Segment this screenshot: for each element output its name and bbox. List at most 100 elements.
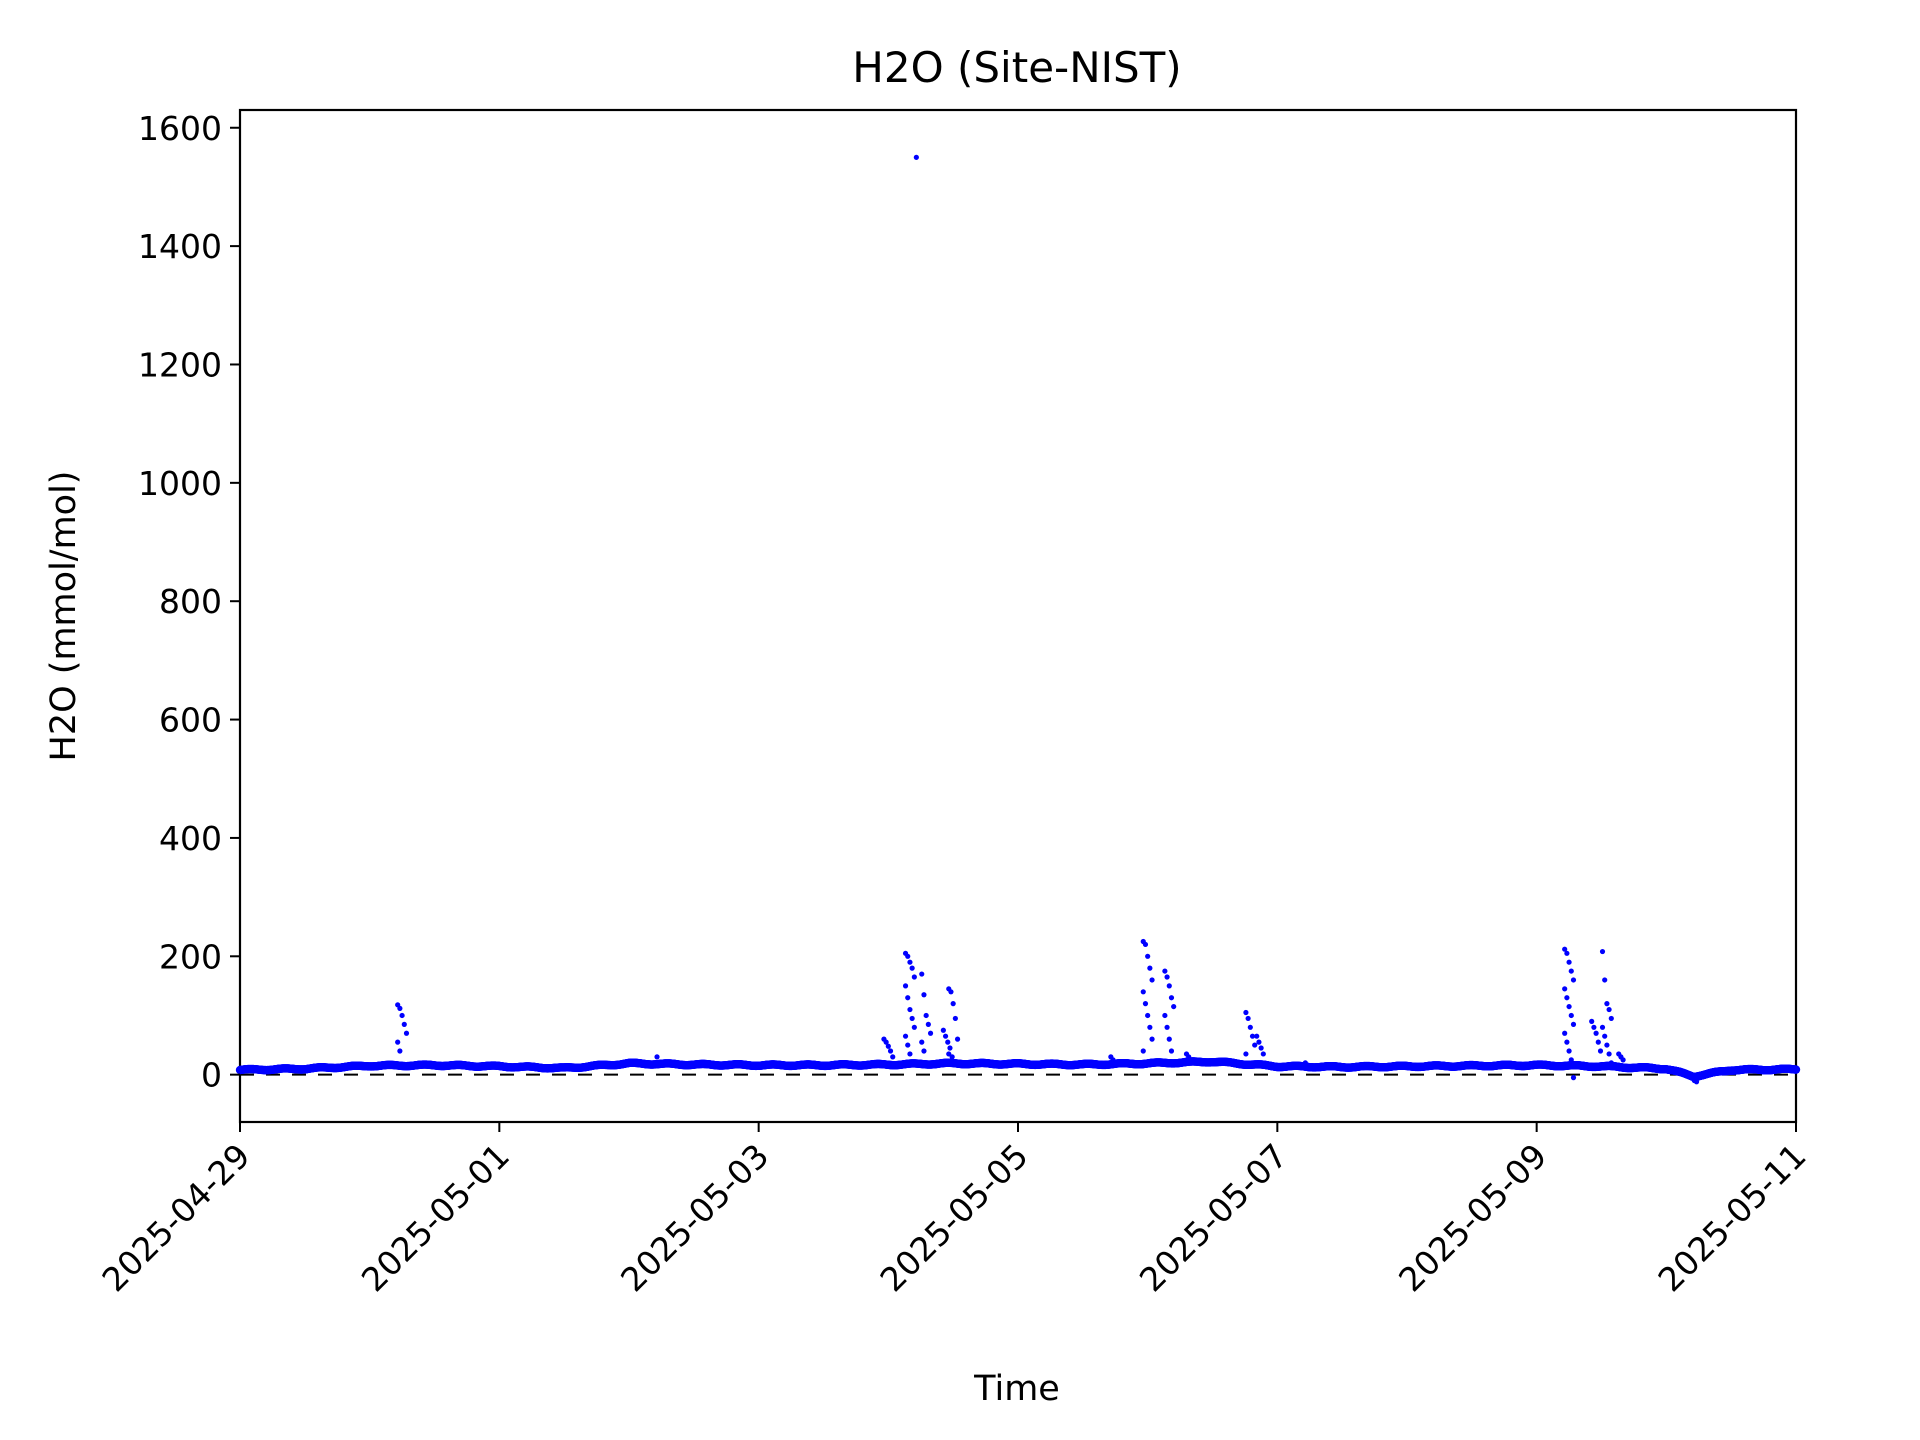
spike-point: [1595, 1039, 1601, 1045]
spike-point: [399, 1012, 405, 1019]
spike-point: [1243, 1009, 1249, 1016]
spike-point: [905, 995, 911, 1001]
spike-point: [1256, 1039, 1262, 1045]
x-tick-label: 2025-05-01: [354, 1136, 517, 1299]
spike-point: [925, 1021, 931, 1027]
spike-point: [923, 1012, 929, 1019]
spike-point: [1568, 1057, 1574, 1063]
spike-point: [1171, 1003, 1177, 1010]
spike-point: [1149, 1036, 1155, 1042]
spike-point: [950, 1001, 956, 1007]
spike-point: [1599, 948, 1606, 955]
spike-point: [905, 953, 911, 959]
spike-point: [949, 1054, 955, 1060]
spike-point: [1604, 1042, 1610, 1048]
y-axis-label: H2O (mmol/mol): [44, 471, 84, 762]
spike-point: [1620, 1057, 1626, 1063]
y-tick-label: 0: [201, 1056, 222, 1095]
spike-point: [909, 965, 915, 971]
baseline-point: [1791, 1065, 1801, 1074]
spike-point: [1593, 1030, 1599, 1036]
spike-point: [1252, 1042, 1258, 1048]
spike-point: [1247, 1024, 1253, 1030]
spike-point: [905, 1042, 911, 1048]
spike-point: [1260, 1051, 1266, 1057]
spike-point: [1566, 1003, 1572, 1010]
spike-point: [945, 1039, 951, 1045]
x-axis-label: Time: [973, 1369, 1060, 1409]
spike-point: [1564, 1039, 1570, 1045]
spike-point: [1258, 1045, 1264, 1051]
spike-point: [1140, 1048, 1146, 1054]
spike-point: [921, 992, 927, 998]
spike-point: [397, 1048, 403, 1054]
spike-point: [909, 1015, 915, 1022]
spike-point: [909, 1060, 915, 1066]
spike-point: [1186, 1054, 1192, 1060]
spike-point: [947, 1045, 953, 1051]
y-tick-label: 1600: [138, 109, 222, 148]
spike-point: [1249, 1033, 1256, 1039]
spike-point: [1147, 1024, 1153, 1030]
spike-point: [1568, 1012, 1574, 1019]
spike-point: [1566, 1048, 1572, 1054]
spike-point: [952, 1015, 958, 1022]
spike-point: [1693, 1079, 1700, 1085]
spike-point: [395, 1039, 401, 1045]
spike-point: [1599, 1024, 1606, 1030]
spike-point: [1604, 1001, 1610, 1007]
spike-point: [1142, 941, 1149, 948]
spike-point: [1606, 1051, 1612, 1057]
spike-point: [1591, 1024, 1597, 1030]
spike-point: [1608, 1060, 1614, 1066]
spike-point: [1568, 968, 1574, 974]
spike-point: [954, 1036, 961, 1042]
spike-point: [1589, 1018, 1595, 1024]
spike-point: [1564, 995, 1570, 1001]
y-tick-label: 1000: [138, 464, 222, 503]
spike-point: [1145, 953, 1151, 959]
spike-point: [946, 1051, 952, 1057]
spike-point: [1110, 1057, 1116, 1063]
x-tick-label: 2025-05-07: [1132, 1136, 1295, 1299]
y-tick-label: 400: [159, 819, 222, 858]
spike-point: [907, 1051, 913, 1057]
spike-point: [1166, 1036, 1172, 1042]
x-tick-label: 2025-05-03: [613, 1136, 776, 1299]
spike-point: [403, 1030, 410, 1036]
spike-point: [907, 1006, 913, 1013]
spike-point: [885, 1043, 891, 1049]
spike-point: [1566, 959, 1572, 965]
spike-point: [397, 1005, 403, 1011]
spike-point: [1162, 968, 1168, 974]
y-tick-label: 1400: [138, 227, 222, 266]
spike-point: [1140, 989, 1146, 995]
spike-point: [1562, 946, 1568, 952]
x-tick-label: 2025-05-09: [1391, 1136, 1554, 1299]
spike-point: [1164, 974, 1170, 980]
spike-point: [902, 1033, 909, 1039]
spike-point: [890, 1054, 896, 1060]
spike-point: [940, 1027, 946, 1033]
spike-point: [927, 1030, 934, 1036]
y-tick-label: 1200: [138, 345, 222, 384]
spike-point: [1254, 1033, 1260, 1039]
plot-frame: [238, 108, 1798, 1124]
spike-point: [1562, 1030, 1568, 1036]
x-axis: 2025-04-29 2025-05-01 2025-05-03 2025-05-05…: [94, 1122, 1814, 1299]
spike-point: [921, 1048, 927, 1054]
spike-point: [907, 959, 913, 965]
spike-point: [1166, 983, 1172, 989]
x-tick-label: 2025-05-11: [1650, 1136, 1813, 1299]
spike-point: [913, 154, 919, 160]
spike-point: [1570, 1021, 1577, 1027]
spike-point: [1597, 1048, 1604, 1054]
spike-point: [1245, 1015, 1251, 1022]
x-tick-label: 2025-04-29: [94, 1136, 257, 1299]
chart-title: H2O (Site-NIST): [852, 43, 1181, 92]
spike-point: [1602, 977, 1608, 983]
spike-point: [1168, 1048, 1175, 1054]
spike-point: [919, 971, 925, 977]
spike-point: [948, 989, 954, 995]
spike-point: [1142, 1001, 1149, 1007]
